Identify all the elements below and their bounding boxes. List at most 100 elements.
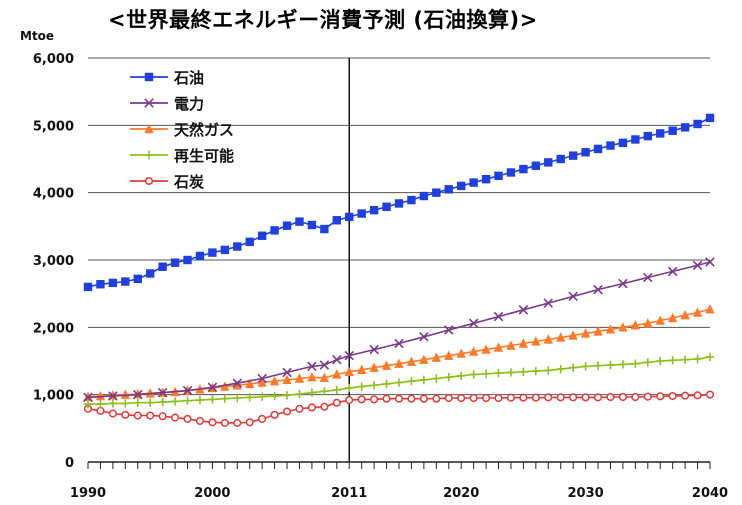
data-point xyxy=(494,393,503,403)
data-point xyxy=(195,251,205,261)
data-point xyxy=(544,366,553,375)
data-point xyxy=(207,382,218,393)
series-再生可能 xyxy=(83,352,715,409)
data-point xyxy=(692,260,703,271)
data-point xyxy=(482,393,491,403)
data-point xyxy=(294,373,305,383)
legend-item: 天然ガス xyxy=(130,121,234,139)
data-point xyxy=(581,393,590,402)
data-point xyxy=(630,320,641,330)
data-point xyxy=(270,410,279,419)
data-point xyxy=(245,237,254,247)
data-point xyxy=(506,168,516,177)
data-point xyxy=(158,262,167,271)
data-point xyxy=(146,269,155,278)
data-point xyxy=(419,375,429,385)
data-point xyxy=(456,348,466,358)
data-point xyxy=(108,278,118,288)
data-point xyxy=(382,394,391,403)
data-point xyxy=(531,161,541,170)
data-point xyxy=(307,361,317,372)
data-point xyxy=(593,393,603,402)
data-point xyxy=(208,395,217,404)
legend-item: 電力 xyxy=(130,95,204,113)
data-point xyxy=(282,221,292,230)
legend-item: 石油 xyxy=(130,69,204,87)
data-point xyxy=(83,392,93,403)
data-point xyxy=(656,392,665,401)
data-point xyxy=(605,324,616,334)
data-point xyxy=(96,406,105,415)
data-point xyxy=(444,393,453,403)
data-point xyxy=(506,393,516,402)
legend-label: 石炭 xyxy=(173,173,204,191)
data-point xyxy=(643,358,652,367)
legend-label: 天然ガス xyxy=(174,121,234,139)
data-point xyxy=(357,209,366,218)
data-point xyxy=(83,399,93,409)
data-point xyxy=(146,411,155,420)
data-point xyxy=(705,390,715,399)
data-point xyxy=(183,396,192,405)
data-point xyxy=(307,388,317,397)
y-tick-label: 2,000 xyxy=(33,321,74,336)
data-point xyxy=(606,141,615,150)
legend-label: 石油 xyxy=(173,69,204,87)
y-axis-unit-label: Mtoe xyxy=(20,29,54,43)
data-point xyxy=(232,378,243,388)
data-point xyxy=(320,387,329,396)
data-point xyxy=(531,393,540,402)
data-point xyxy=(469,393,478,403)
series-石油 xyxy=(83,113,715,292)
data-point xyxy=(108,409,117,418)
data-point xyxy=(195,416,205,425)
data-point xyxy=(345,212,354,222)
data-point xyxy=(394,338,404,349)
data-point xyxy=(680,355,690,364)
data-point xyxy=(468,346,479,356)
data-point xyxy=(370,395,379,404)
data-point xyxy=(356,364,367,374)
data-point xyxy=(419,354,429,364)
data-point xyxy=(705,113,715,123)
data-point xyxy=(208,248,217,257)
data-point xyxy=(593,144,603,154)
data-point xyxy=(569,393,578,402)
data-point xyxy=(432,394,441,403)
data-point xyxy=(680,123,690,132)
series-石炭 xyxy=(83,390,715,427)
data-point xyxy=(394,199,404,208)
data-point xyxy=(108,399,118,408)
data-point xyxy=(332,385,341,395)
series-電力 xyxy=(83,257,715,403)
data-point xyxy=(307,371,317,382)
data-point xyxy=(568,151,578,160)
data-point xyxy=(655,315,665,325)
data-point xyxy=(444,185,453,194)
data-point xyxy=(544,393,553,402)
data-point xyxy=(631,359,640,368)
data-point xyxy=(319,360,330,370)
data-point xyxy=(593,284,603,295)
data-point xyxy=(257,392,267,401)
data-point xyxy=(183,255,192,265)
data-point xyxy=(705,257,715,267)
legend-item: 石炭 xyxy=(130,173,204,191)
data-point xyxy=(606,360,615,370)
data-point xyxy=(258,414,267,423)
data-point xyxy=(332,216,341,225)
data-point xyxy=(631,392,640,402)
data-point xyxy=(693,119,702,129)
data-point xyxy=(282,391,292,400)
data-point xyxy=(518,305,529,315)
data-point xyxy=(133,411,142,420)
legend-label: 再生可能 xyxy=(174,147,234,165)
data-point xyxy=(220,394,230,403)
data-point xyxy=(519,393,528,402)
data-point xyxy=(581,148,590,157)
data-point xyxy=(631,135,640,144)
data-point xyxy=(170,397,180,406)
y-tick-label: 1,000 xyxy=(33,389,74,404)
x-tick-label: 2020 xyxy=(443,486,479,501)
